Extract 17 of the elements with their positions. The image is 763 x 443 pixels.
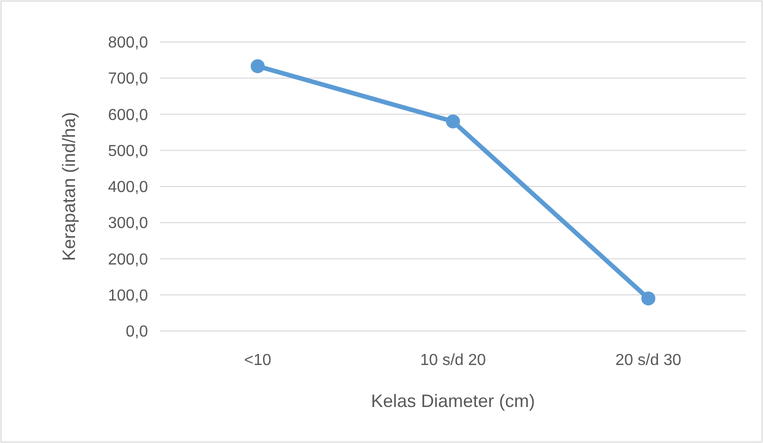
y-axis-title: Kerapatan (ind/ha): [59, 112, 79, 262]
point: [446, 114, 460, 128]
x-tick-label: <10: [244, 352, 272, 369]
x-tick-label: 20 s/d 30: [615, 352, 682, 369]
x-tick-label: 10 s/d 20: [420, 352, 486, 369]
point: [250, 59, 265, 74]
point: [641, 291, 656, 306]
y-tick-label: 300,0: [108, 215, 148, 232]
y-tick-label: 200,0: [108, 251, 148, 268]
y-tick-label: 100,0: [108, 287, 148, 304]
y-tick-label: 0,0: [126, 324, 148, 341]
y-tick-label: 500,0: [108, 142, 148, 160]
y-tick-label: 700,0: [108, 70, 148, 88]
y-tick-label: 800,0: [108, 34, 148, 52]
y-tick-label: 600,0: [108, 106, 148, 124]
x-axis-title: Kelas Diameter (cm): [370, 391, 536, 411]
y-tick-label: 400,0: [108, 179, 148, 196]
